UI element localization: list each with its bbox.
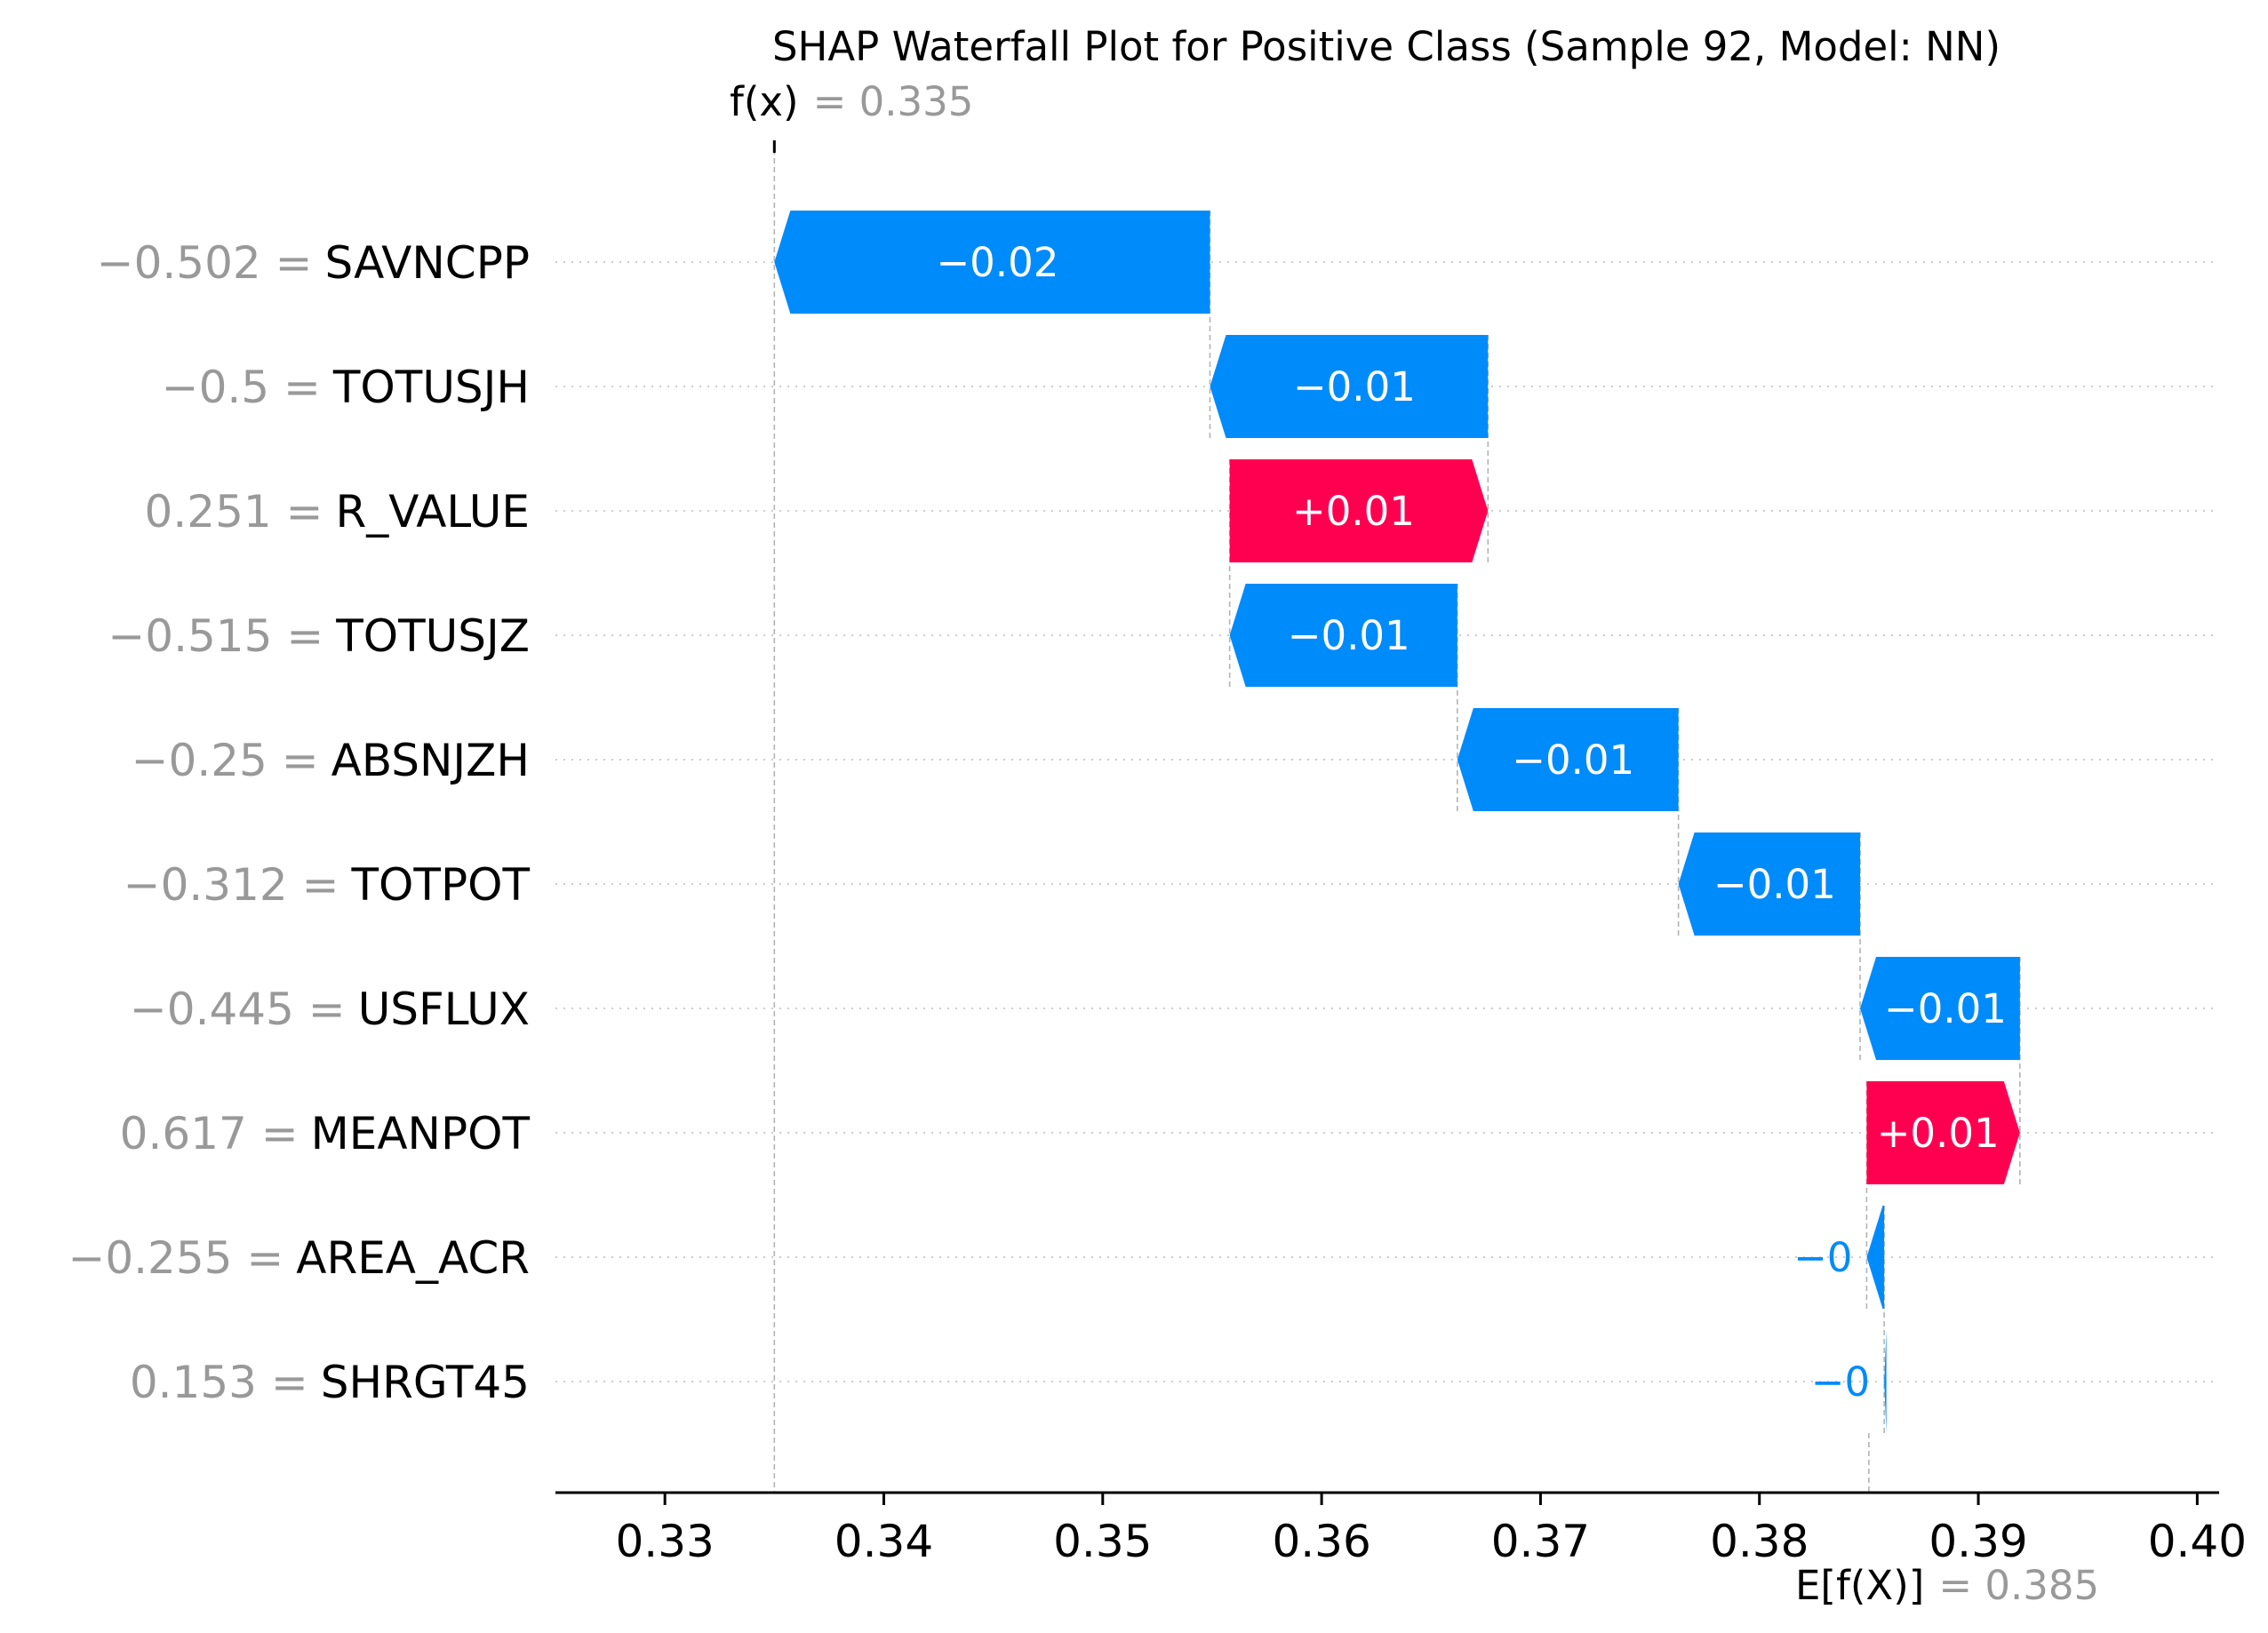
negative-bar xyxy=(1229,584,1457,687)
negative-bar xyxy=(1884,1330,1887,1433)
fx-value: = 0.335 xyxy=(813,78,974,125)
feature-value: 0.153 = xyxy=(130,1357,308,1408)
feature-label: 0.617 = MEANPOT xyxy=(120,1108,531,1159)
base-label: E[f(X)] xyxy=(1795,1562,1924,1609)
feature-name: R_VALUE xyxy=(335,486,530,538)
bar-value-label: −0.01 xyxy=(1713,861,1836,908)
x-tick-label: 0.35 xyxy=(1053,1516,1152,1567)
negative-bar xyxy=(1210,335,1489,438)
negative-bar xyxy=(1457,708,1679,811)
feature-label: −0.445 = USFLUX xyxy=(130,984,530,1035)
feature-name: SAVNCPP xyxy=(325,237,531,289)
feature-value: −0.445 = xyxy=(130,984,346,1035)
base-value: = 0.385 xyxy=(1938,1562,2099,1609)
x-tick-label: 0.40 xyxy=(2148,1516,2247,1567)
base-annotation: E[f(X)] = 0.385 xyxy=(1795,1562,2099,1609)
feature-name: TOTPOT xyxy=(351,859,531,911)
feature-value: −0.515 = xyxy=(108,610,323,662)
feature-label: −0.312 = TOTPOT xyxy=(124,859,531,911)
feature-value: 0.251 = xyxy=(145,486,323,538)
bar-value-label: −0 xyxy=(1793,1234,1852,1281)
x-tick-label: 0.33 xyxy=(615,1516,714,1567)
bar-value-label: −0.01 xyxy=(1288,612,1410,659)
feature-label: 0.153 = SHRGT45 xyxy=(130,1357,530,1408)
feature-name: SHRGT45 xyxy=(321,1357,530,1408)
negative-bar xyxy=(1678,832,1861,936)
feature-value: −0.5 = xyxy=(162,362,321,413)
feature-value: −0.312 = xyxy=(124,859,339,911)
feature-value: −0.255 = xyxy=(68,1232,284,1284)
bar-value-label: −0.02 xyxy=(936,239,1058,286)
feature-name: MEANPOT xyxy=(311,1108,531,1159)
bar-value-label: +0.01 xyxy=(1292,488,1415,535)
positive-bar xyxy=(1229,459,1489,562)
chart-title: SHAP Waterfall Plot for Positive Class (… xyxy=(772,23,2000,70)
feature-label: −0.515 = TOTUSJZ xyxy=(108,610,530,662)
feature-name: USFLUX xyxy=(358,984,530,1035)
label-layer: −0.502 = SAVNCPP −0.02 −0.5 = TOTUSJH −0.01 0.… xyxy=(68,237,2006,1408)
x-tick-label: 0.39 xyxy=(1929,1516,2027,1567)
feature-name: AREA_ACR xyxy=(296,1232,530,1284)
fx-annotation: f(x) = 0.335 xyxy=(730,78,973,125)
x-tick-label: 0.38 xyxy=(1710,1516,1809,1567)
feature-label: 0.251 = R_VALUE xyxy=(145,486,530,538)
positive-bar xyxy=(1866,1081,2020,1184)
bar-value-label: −0 xyxy=(1811,1358,1870,1406)
feature-label: −0.502 = SAVNCPP xyxy=(97,237,530,289)
x-tick-label: 0.34 xyxy=(835,1516,933,1567)
bar-value-label: −0.01 xyxy=(1884,985,2007,1032)
x-tick-label: 0.37 xyxy=(1491,1516,1590,1567)
feature-value: −0.502 = xyxy=(97,237,313,289)
feature-label: −0.25 = ABSNJZH xyxy=(132,735,530,786)
feature-name: TOTUSJZ xyxy=(335,610,530,662)
feature-name: ABSNJZH xyxy=(331,735,530,786)
feature-value: −0.25 = xyxy=(132,735,319,786)
feature-label: −0.255 = AREA_ACR xyxy=(68,1232,530,1284)
bar-value-label: −0.01 xyxy=(1512,737,1634,784)
bar-value-label: −0.01 xyxy=(1293,363,1416,410)
bar-layer xyxy=(774,211,2020,1433)
x-axis-ticks: 0.33 0.34 0.35 0.36 0.37 0.38 0.39 0.40 xyxy=(615,1493,2247,1567)
feature-value: 0.617 = xyxy=(120,1108,299,1159)
negative-bar xyxy=(1860,957,2020,1060)
feature-name: TOTUSJH xyxy=(332,362,530,413)
feature-label: −0.5 = TOTUSJH xyxy=(162,362,530,413)
x-tick-label: 0.36 xyxy=(1272,1516,1370,1567)
negative-bar xyxy=(774,211,1210,314)
negative-bar xyxy=(1866,1206,1885,1309)
bar-value-label: +0.01 xyxy=(1877,1110,2000,1157)
fx-label: f(x) xyxy=(730,78,799,125)
